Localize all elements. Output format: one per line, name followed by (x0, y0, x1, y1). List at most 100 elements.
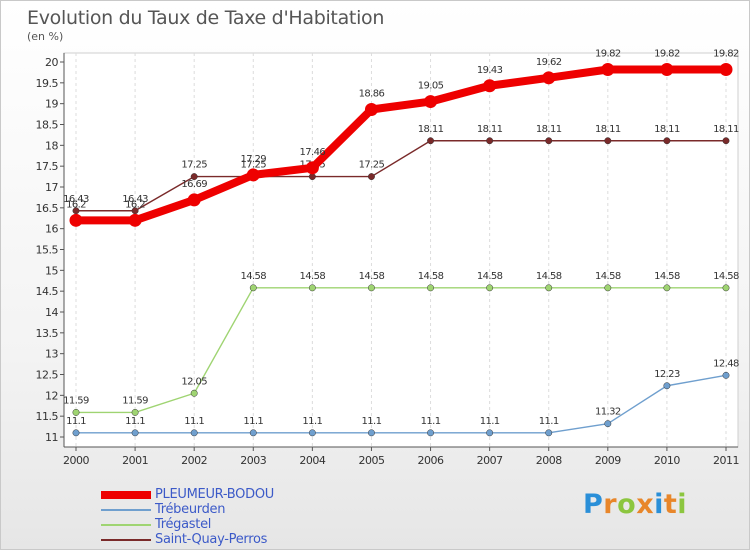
data-label: 18.11 (654, 124, 680, 135)
data-label: 17.25 (359, 160, 385, 171)
data-point (545, 429, 553, 437)
data-point (368, 173, 375, 181)
legend-swatch (101, 524, 151, 526)
data-label: 11.59 (63, 395, 89, 406)
data-label: 11.1 (421, 416, 441, 427)
y-tick-label: 11 (45, 431, 58, 444)
data-label: 14.58 (300, 271, 326, 282)
data-point (249, 284, 257, 292)
data-label: 19.82 (654, 49, 680, 60)
data-point (427, 137, 434, 145)
data-point (604, 420, 612, 428)
y-tick-label: 14.5 (36, 285, 59, 298)
data-point (486, 429, 494, 437)
y-tick-label: 20 (45, 56, 58, 69)
data-point (364, 103, 378, 116)
data-label: 16.43 (63, 194, 89, 205)
data-point (131, 408, 139, 416)
data-point (486, 284, 494, 292)
y-tick-label: 14 (45, 306, 58, 319)
data-label: 17.46 (300, 147, 326, 158)
logo-letter: i (654, 489, 664, 520)
data-point (660, 63, 674, 76)
y-tick-label: 19 (45, 98, 58, 111)
data-label: 11.1 (539, 416, 559, 427)
data-point (69, 213, 83, 227)
data-point (190, 429, 198, 437)
data-label: 12.48 (713, 358, 739, 369)
y-tick-label: 16 (45, 223, 58, 236)
data-label: 18.11 (536, 124, 562, 135)
x-tick-label: 2007 (477, 454, 503, 467)
logo-letter: P (583, 489, 604, 520)
x-tick-label: 2010 (654, 454, 680, 467)
data-label: 19.82 (713, 49, 739, 60)
legend-label: Trégastel (155, 517, 212, 532)
data-label: 14.58 (359, 271, 385, 282)
y-tick-label: 16.5 (36, 202, 59, 215)
x-tick-label: 2006 (418, 454, 444, 467)
data-label: 19.43 (477, 65, 503, 76)
y-tick-label: 11.5 (36, 410, 59, 423)
data-label: 11.1 (243, 416, 263, 427)
data-point (483, 79, 497, 93)
legend-label: Trébeurden (155, 502, 226, 517)
data-point (663, 137, 671, 145)
data-label: 17.25 (181, 160, 207, 171)
logo-letter: i (677, 489, 688, 520)
data-point (542, 71, 556, 85)
data-label: 14.58 (240, 271, 266, 282)
series-line (72, 65, 730, 225)
y-tick-label: 15.5 (36, 244, 59, 257)
data-label: 19.82 (595, 49, 621, 60)
data-point (722, 137, 730, 145)
data-point (246, 168, 260, 182)
data-point (545, 137, 553, 145)
proxiti-logo: Proxiti (583, 489, 687, 520)
data-point (663, 382, 671, 390)
data-label: 11.1 (480, 416, 500, 427)
data-point (308, 173, 316, 181)
data-point (72, 408, 80, 416)
data-point (249, 429, 257, 437)
data-label: 11.1 (362, 416, 382, 427)
data-label: 18.11 (713, 124, 739, 135)
data-point (604, 284, 612, 292)
y-tick-label: 19.5 (36, 77, 59, 90)
logo-letter: o (617, 489, 637, 520)
x-tick-label: 2008 (536, 454, 562, 467)
data-label: 14.58 (713, 271, 739, 282)
data-label: 14.58 (595, 271, 621, 282)
legend-swatch (101, 539, 151, 541)
data-point (190, 389, 198, 397)
x-tick-label: 2000 (63, 454, 89, 467)
chart-title: Evolution du Taux de Taxe d'Habitation (27, 7, 385, 29)
data-point (719, 63, 733, 76)
series-line (75, 374, 727, 434)
data-point (427, 284, 434, 292)
x-tick-label: 2004 (299, 454, 325, 467)
series-line (75, 140, 727, 212)
y-tick-label: 13.5 (36, 327, 59, 340)
data-label: 12.23 (654, 369, 680, 380)
data-point (427, 429, 434, 437)
data-label: 18.86 (359, 89, 385, 100)
y-tick-label: 17.5 (36, 160, 59, 173)
plot-area (63, 52, 739, 448)
logo-letter: x (636, 489, 655, 520)
data-label: 19.05 (418, 81, 444, 92)
data-point (486, 137, 494, 145)
data-point (308, 284, 316, 292)
logo-letter: r (603, 489, 618, 520)
data-label: 11.1 (125, 416, 145, 427)
data-point (604, 137, 612, 145)
data-label: 14.58 (536, 271, 562, 282)
data-point (305, 161, 319, 175)
legend-swatch (101, 491, 151, 499)
data-label: 18.11 (418, 124, 444, 135)
data-point (128, 213, 142, 227)
data-label: 16.2 (66, 199, 86, 210)
y-tick-label: 12.5 (36, 369, 59, 382)
y-tick-label: 18.5 (36, 119, 59, 132)
